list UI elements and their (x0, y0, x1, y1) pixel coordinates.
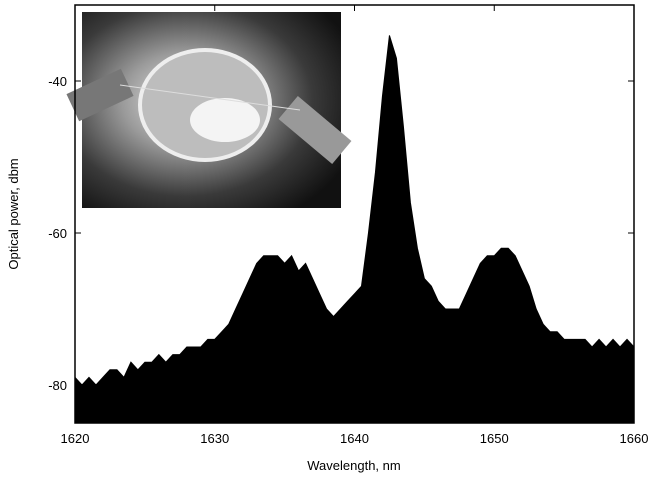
x-tick-label: 1640 (340, 431, 369, 446)
x-tick-label: 1650 (480, 431, 509, 446)
spectrum-area (74, 35, 635, 424)
y-tick-label: -60 (48, 226, 67, 241)
x-tick-label: 1620 (61, 431, 90, 446)
x-axis-label: Wavelength, nm (307, 458, 400, 473)
y-tick-label: -80 (48, 378, 67, 393)
x-tick-label: 1630 (200, 431, 229, 446)
y-axis-label: Optical power, dbm (6, 158, 21, 269)
inset-photo (66, 12, 352, 208)
y-tick-label: -40 (48, 74, 67, 89)
x-tick-label: 1660 (620, 431, 649, 446)
